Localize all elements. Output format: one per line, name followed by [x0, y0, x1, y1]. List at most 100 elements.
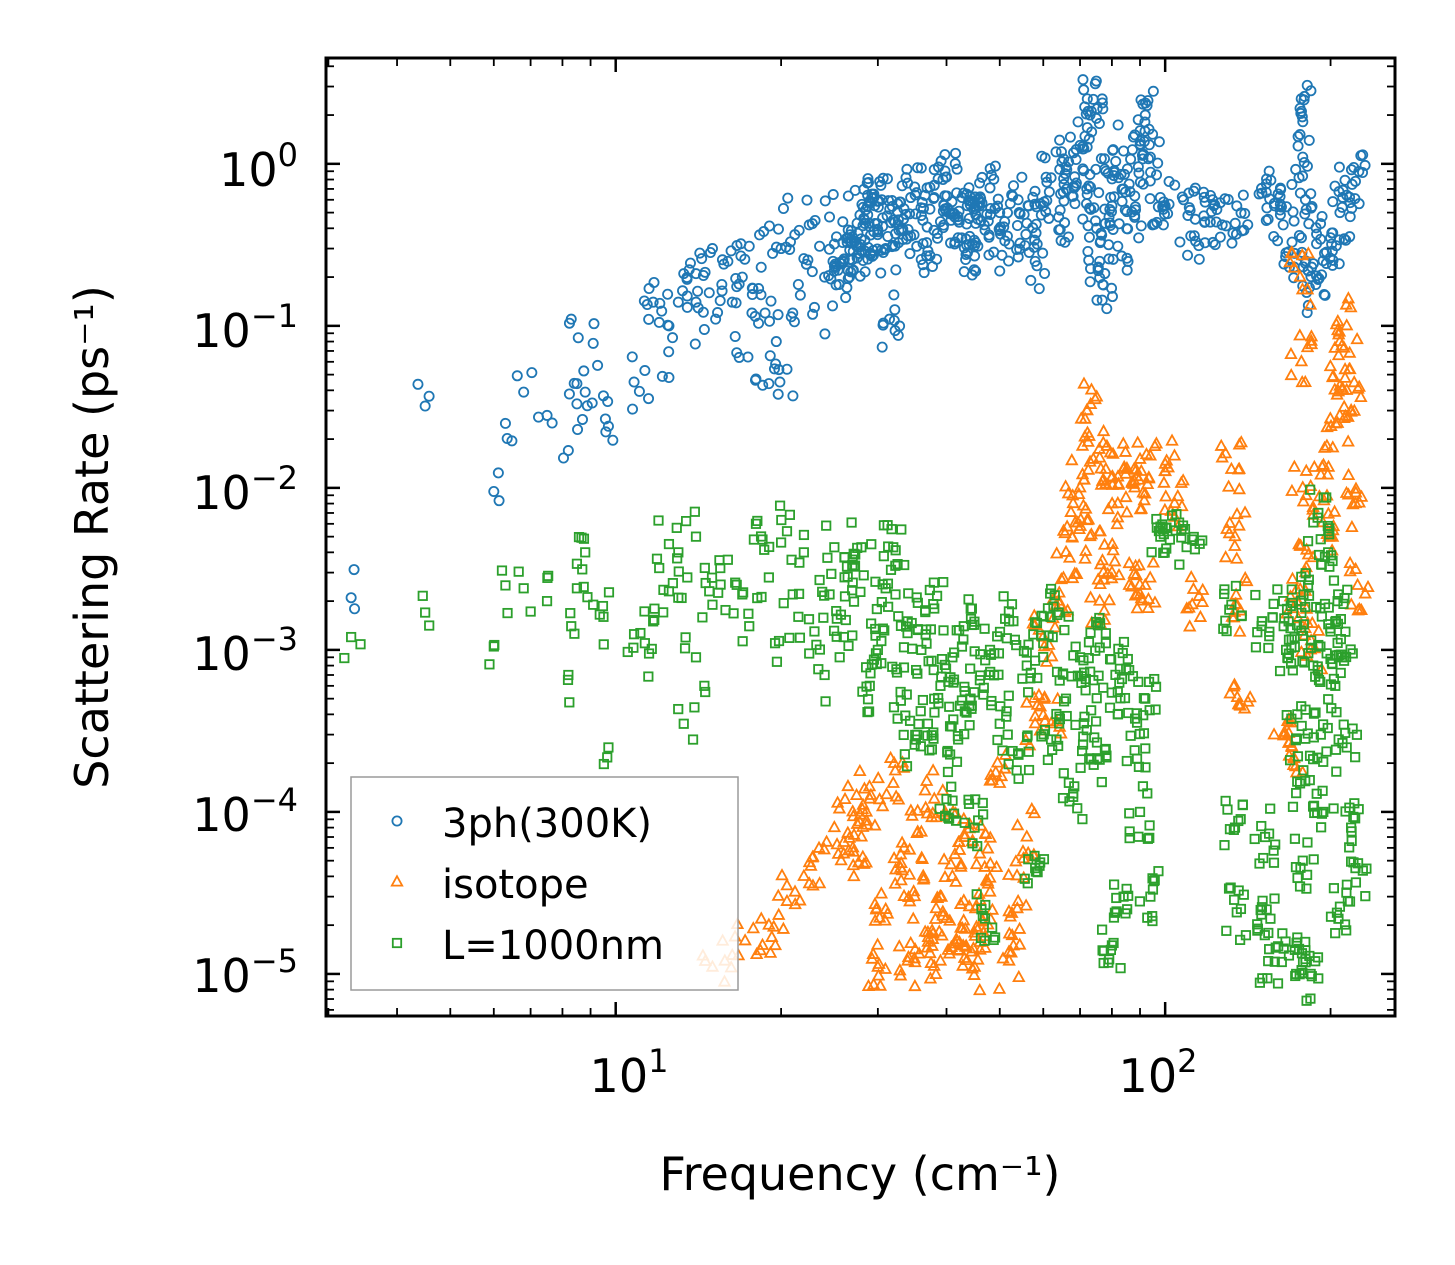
- 3ph-point: [877, 246, 889, 258]
- 3ph-point: [1253, 188, 1265, 200]
- 3ph-point: [1260, 214, 1272, 226]
- isotope-point: [1338, 370, 1352, 383]
- boundary-point: [888, 542, 899, 553]
- boundary-point: [1112, 708, 1124, 720]
- isotope-point: [868, 896, 882, 909]
- boundary-point: [1298, 765, 1309, 776]
- 3ph-point: [592, 359, 604, 371]
- 3ph-point: [1300, 203, 1312, 215]
- 3ph-point: [978, 219, 990, 231]
- boundary-point: [1006, 599, 1018, 610]
- isotope-point: [1074, 512, 1088, 525]
- boundary-point: [1341, 887, 1352, 898]
- boundary-point: [1335, 614, 1346, 625]
- boundary-point: [1221, 626, 1232, 637]
- boundary-point: [582, 592, 593, 603]
- 3ph-point: [764, 315, 776, 327]
- isotope-point: [1060, 603, 1075, 616]
- isotope-point: [1303, 297, 1318, 310]
- isotope-point: [1143, 448, 1158, 461]
- isotope-point: [1285, 571, 1300, 584]
- 3ph-point: [757, 379, 769, 391]
- boundary-point: [784, 632, 795, 643]
- boundary-point: [985, 649, 997, 660]
- boundary-point: [901, 689, 912, 700]
- isotope-point: [951, 834, 966, 848]
- isotope-point: [996, 951, 1010, 964]
- 3ph-point: [1209, 239, 1221, 251]
- boundary-point: [826, 568, 837, 579]
- boundary-point: [1318, 492, 1329, 503]
- isotope-point: [941, 942, 955, 955]
- 3ph-point: [1093, 187, 1105, 199]
- 3ph-point: [1199, 216, 1211, 228]
- isotope-point: [846, 857, 860, 871]
- boundary-point: [1021, 647, 1032, 658]
- boundary-point: [966, 700, 977, 711]
- boundary-point: [1289, 833, 1301, 844]
- 3ph-point: [924, 203, 936, 215]
- boundary-point: [1118, 636, 1130, 648]
- boundary-point: [1308, 517, 1319, 528]
- boundary-point: [921, 624, 932, 635]
- 3ph-point: [1319, 289, 1331, 301]
- boundary-point: [1283, 950, 1295, 961]
- 3ph-point: [867, 249, 879, 261]
- boundary-point: [1296, 720, 1307, 732]
- boundary-point: [1321, 746, 1332, 757]
- isotope-point: [1129, 462, 1143, 475]
- isotope-point: [960, 952, 974, 966]
- 3ph-point: [1344, 197, 1356, 209]
- boundary-point: [1220, 615, 1231, 626]
- isotope-point: [1349, 481, 1363, 494]
- isotope-point: [1092, 593, 1107, 606]
- 3ph-point: [1204, 216, 1216, 228]
- 3ph-point: [996, 249, 1008, 261]
- 3ph-point: [1142, 95, 1154, 107]
- 3ph-point: [1208, 200, 1220, 212]
- boundary-point: [840, 614, 851, 626]
- boundary-point: [1018, 645, 1030, 657]
- boundary-point: [1330, 744, 1342, 755]
- boundary-point: [1350, 813, 1361, 824]
- boundary-point: [1300, 936, 1311, 948]
- 3ph-point: [1147, 85, 1159, 97]
- boundary-point: [903, 588, 914, 599]
- isotope-point: [981, 841, 995, 854]
- isotope-point: [1092, 441, 1106, 454]
- 3ph-point: [1054, 204, 1066, 216]
- isotope-point: [925, 938, 940, 951]
- legend-label-boundary: L=1000nm: [442, 923, 664, 969]
- 3ph-point: [667, 332, 679, 344]
- boundary-point: [938, 577, 949, 588]
- isotope-point: [1237, 701, 1252, 714]
- boundary-point: [1235, 814, 1246, 825]
- isotope-point: [886, 775, 900, 788]
- 3ph-point: [989, 160, 1001, 172]
- isotope-point: [1232, 518, 1246, 531]
- boundary-point: [1333, 913, 1344, 924]
- 3ph-point: [684, 257, 696, 269]
- isotope-point: [1159, 489, 1173, 502]
- boundary-point: [1093, 670, 1104, 681]
- isotope-point: [1337, 340, 1351, 353]
- boundary-point: [1267, 612, 1278, 623]
- isotope-point: [983, 856, 998, 869]
- 3ph-point: [949, 158, 961, 170]
- boundary-point: [1312, 752, 1323, 763]
- isotope-point: [904, 803, 918, 816]
- 3ph-point: [1083, 231, 1095, 243]
- 3ph-point: [1151, 216, 1163, 228]
- boundary-point: [588, 599, 599, 610]
- isotope-point: [776, 921, 791, 934]
- 3ph-point: [921, 182, 933, 194]
- boundary-point: [1077, 814, 1088, 825]
- boundary-point: [639, 606, 650, 617]
- boundary-point: [628, 642, 639, 653]
- 3ph-point: [838, 253, 850, 265]
- boundary-point: [1127, 671, 1139, 682]
- boundary-point: [1114, 663, 1126, 674]
- boundary-point: [1104, 702, 1116, 713]
- boundary-point: [846, 517, 857, 528]
- isotope-point: [1165, 433, 1179, 446]
